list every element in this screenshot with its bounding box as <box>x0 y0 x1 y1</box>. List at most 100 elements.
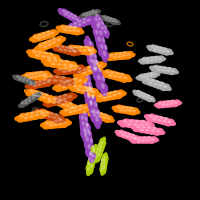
Ellipse shape <box>97 24 99 28</box>
Ellipse shape <box>42 52 51 57</box>
Ellipse shape <box>93 67 96 69</box>
Ellipse shape <box>146 77 152 81</box>
Ellipse shape <box>87 18 95 22</box>
Ellipse shape <box>78 50 81 51</box>
Ellipse shape <box>98 65 101 67</box>
Ellipse shape <box>44 35 51 39</box>
Ellipse shape <box>102 84 104 88</box>
Ellipse shape <box>85 19 93 23</box>
Ellipse shape <box>53 79 57 82</box>
Ellipse shape <box>50 100 56 104</box>
Ellipse shape <box>96 66 100 72</box>
Ellipse shape <box>139 137 141 139</box>
Ellipse shape <box>64 107 71 111</box>
Ellipse shape <box>37 44 45 49</box>
Ellipse shape <box>67 111 74 115</box>
Ellipse shape <box>101 49 106 59</box>
Ellipse shape <box>113 91 117 93</box>
Ellipse shape <box>93 61 98 69</box>
Ellipse shape <box>76 109 83 113</box>
Ellipse shape <box>25 89 33 94</box>
Ellipse shape <box>30 90 33 92</box>
Ellipse shape <box>105 17 110 20</box>
Ellipse shape <box>68 13 74 17</box>
Ellipse shape <box>90 144 94 152</box>
Ellipse shape <box>43 77 53 82</box>
Ellipse shape <box>166 101 173 104</box>
Ellipse shape <box>94 10 99 12</box>
Ellipse shape <box>64 100 68 103</box>
Ellipse shape <box>104 156 105 159</box>
Ellipse shape <box>85 117 87 120</box>
Ellipse shape <box>58 67 65 70</box>
Ellipse shape <box>70 81 79 87</box>
Ellipse shape <box>29 77 33 78</box>
Ellipse shape <box>90 100 92 104</box>
Ellipse shape <box>157 128 163 131</box>
Ellipse shape <box>69 23 74 27</box>
Ellipse shape <box>91 159 95 166</box>
Ellipse shape <box>155 85 162 89</box>
Ellipse shape <box>64 84 73 89</box>
Ellipse shape <box>169 70 176 74</box>
Ellipse shape <box>25 84 33 88</box>
Ellipse shape <box>102 114 109 118</box>
Ellipse shape <box>119 106 126 110</box>
Ellipse shape <box>156 60 162 63</box>
Ellipse shape <box>120 109 123 111</box>
Ellipse shape <box>140 92 145 95</box>
Ellipse shape <box>55 84 65 89</box>
Ellipse shape <box>89 90 97 95</box>
Ellipse shape <box>68 27 75 31</box>
Ellipse shape <box>55 76 59 78</box>
Ellipse shape <box>56 88 63 91</box>
Ellipse shape <box>23 78 28 81</box>
Ellipse shape <box>51 98 59 102</box>
Ellipse shape <box>95 111 101 115</box>
Ellipse shape <box>88 82 91 86</box>
Ellipse shape <box>50 112 53 114</box>
Ellipse shape <box>166 104 169 105</box>
Ellipse shape <box>116 72 119 74</box>
Ellipse shape <box>103 16 106 18</box>
Ellipse shape <box>50 41 59 46</box>
Ellipse shape <box>146 123 154 127</box>
Ellipse shape <box>39 112 47 117</box>
Ellipse shape <box>88 11 94 14</box>
Ellipse shape <box>98 143 100 146</box>
Ellipse shape <box>89 86 91 90</box>
Ellipse shape <box>87 129 89 132</box>
Ellipse shape <box>32 82 40 86</box>
Ellipse shape <box>32 76 40 80</box>
Ellipse shape <box>125 110 132 114</box>
Ellipse shape <box>73 26 77 28</box>
Ellipse shape <box>115 77 122 81</box>
Ellipse shape <box>87 81 92 90</box>
Ellipse shape <box>174 101 181 105</box>
Ellipse shape <box>63 71 66 72</box>
Ellipse shape <box>92 11 97 14</box>
Ellipse shape <box>34 76 37 78</box>
Ellipse shape <box>72 30 75 31</box>
Ellipse shape <box>97 157 100 161</box>
Ellipse shape <box>168 104 174 107</box>
Ellipse shape <box>63 47 70 51</box>
Ellipse shape <box>66 30 73 33</box>
Ellipse shape <box>73 51 76 52</box>
Ellipse shape <box>69 27 73 28</box>
Ellipse shape <box>94 67 96 71</box>
Ellipse shape <box>147 97 153 101</box>
Ellipse shape <box>30 50 39 56</box>
Ellipse shape <box>53 114 60 118</box>
Ellipse shape <box>123 121 127 122</box>
Ellipse shape <box>65 109 68 111</box>
Ellipse shape <box>148 48 153 51</box>
Ellipse shape <box>45 122 49 124</box>
Ellipse shape <box>63 94 67 96</box>
Ellipse shape <box>56 47 63 51</box>
Ellipse shape <box>98 113 105 117</box>
Ellipse shape <box>19 103 24 107</box>
Ellipse shape <box>91 111 94 113</box>
Ellipse shape <box>158 50 161 51</box>
Ellipse shape <box>154 59 157 60</box>
